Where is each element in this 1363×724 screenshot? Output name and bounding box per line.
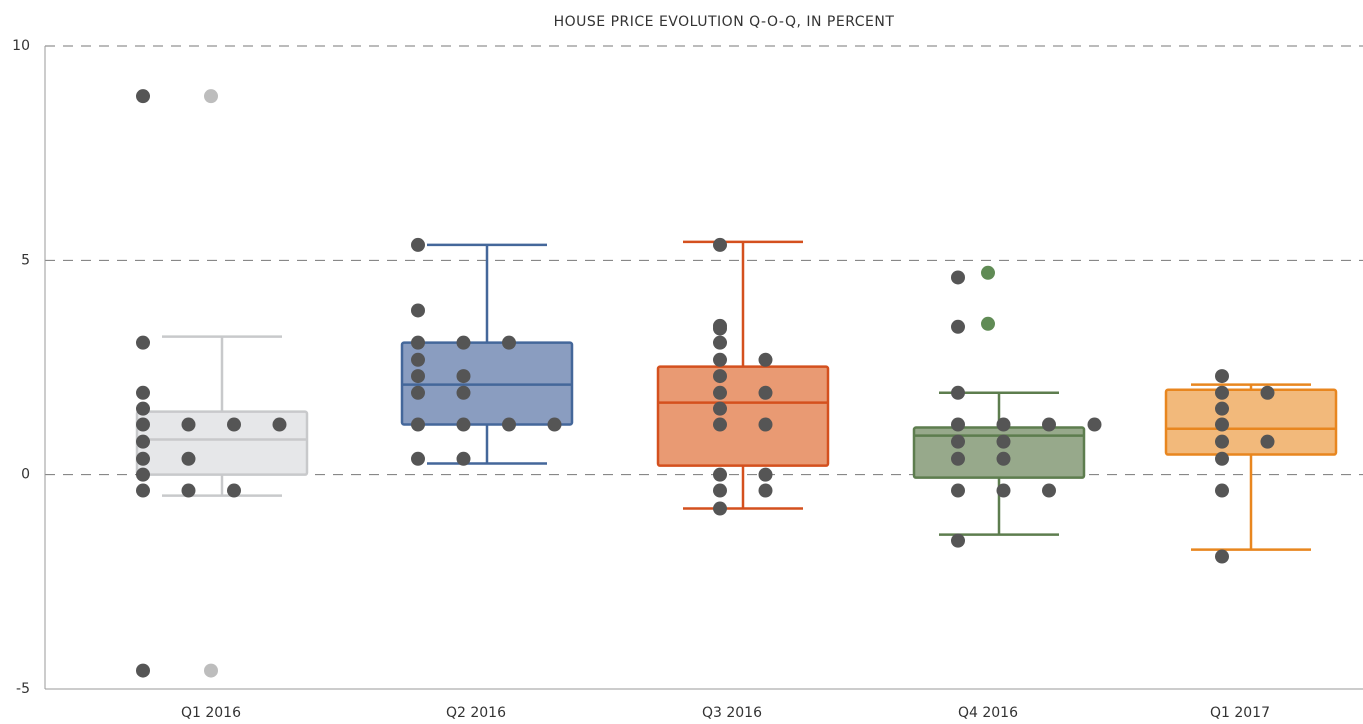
data-point (136, 335, 150, 350)
data-point (136, 401, 150, 416)
data-point (411, 237, 425, 252)
data-point (951, 417, 965, 432)
data-point (996, 417, 1011, 432)
data-point (136, 385, 150, 400)
data-point (713, 237, 727, 252)
data-point (136, 451, 150, 466)
outlier (981, 316, 995, 331)
data-point (713, 335, 727, 350)
data-point (136, 89, 150, 104)
data-point (996, 483, 1011, 498)
data-point (1215, 483, 1229, 498)
data-point (227, 417, 241, 432)
data-point (1215, 549, 1229, 564)
data-point (951, 319, 965, 334)
data-point (713, 417, 727, 432)
x-tick-label: Q3 2016 (702, 705, 762, 721)
data-point (411, 335, 425, 350)
data-point (951, 451, 965, 466)
data-point (951, 385, 965, 400)
y-tick-label: 0 (21, 467, 30, 483)
data-point (713, 501, 727, 516)
x-tick-label: Q1 2017 (1210, 705, 1270, 721)
data-point (713, 483, 727, 498)
box (1164, 388, 1338, 456)
data-point (1215, 451, 1229, 466)
data-point (951, 533, 965, 548)
x-tick-label: Q4 2016 (958, 705, 1018, 721)
data-point (136, 467, 150, 482)
data-point (456, 417, 471, 432)
data-point (1260, 385, 1275, 400)
data-point (713, 352, 727, 367)
data-point (1042, 417, 1056, 432)
data-point (547, 417, 562, 432)
data-point (758, 385, 773, 400)
data-point (1260, 434, 1275, 449)
data-point (502, 335, 516, 350)
data-point (1215, 434, 1229, 449)
outlier (204, 663, 218, 678)
data-point (758, 467, 773, 482)
data-point (1215, 385, 1229, 400)
chart-title: HOUSE PRICE EVOLUTION Q-O-Q, IN PERCENT (554, 14, 895, 30)
data-point (411, 303, 425, 318)
data-point (996, 451, 1011, 466)
data-point (713, 321, 727, 336)
data-point (1215, 369, 1229, 384)
data-point (1215, 401, 1229, 416)
data-point (227, 483, 241, 498)
data-point (758, 352, 773, 367)
x-tick-label: Q2 2016 (446, 705, 506, 721)
data-point (713, 385, 727, 400)
outlier (204, 89, 218, 104)
data-point (951, 434, 965, 449)
data-point (951, 483, 965, 498)
data-point (272, 417, 287, 432)
data-point (713, 401, 727, 416)
data-point (713, 369, 727, 384)
data-point (1215, 417, 1229, 432)
data-point (136, 417, 150, 432)
data-point (456, 451, 471, 466)
data-point (411, 417, 425, 432)
data-point (136, 483, 150, 498)
data-point (136, 663, 150, 678)
y-tick-label: 10 (12, 38, 30, 54)
data-point (713, 467, 727, 482)
data-point (502, 417, 516, 432)
data-point (951, 270, 965, 285)
data-point (411, 385, 425, 400)
data-point (136, 434, 150, 449)
data-point (456, 335, 471, 350)
data-point (1042, 483, 1056, 498)
outlier (981, 265, 995, 280)
data-point (411, 352, 425, 367)
data-point (758, 417, 773, 432)
data-point (996, 434, 1011, 449)
data-point (181, 417, 196, 432)
data-point (181, 483, 196, 498)
box (656, 365, 830, 467)
y-tick-label: -5 (16, 681, 30, 697)
data-point (411, 451, 425, 466)
y-tick-label: 5 (21, 252, 30, 268)
x-tick-label: Q1 2016 (181, 705, 241, 721)
data-point (456, 385, 471, 400)
data-point (1087, 417, 1102, 432)
data-point (456, 369, 471, 384)
data-point (411, 369, 425, 384)
data-point (181, 451, 196, 466)
data-point (758, 483, 773, 498)
